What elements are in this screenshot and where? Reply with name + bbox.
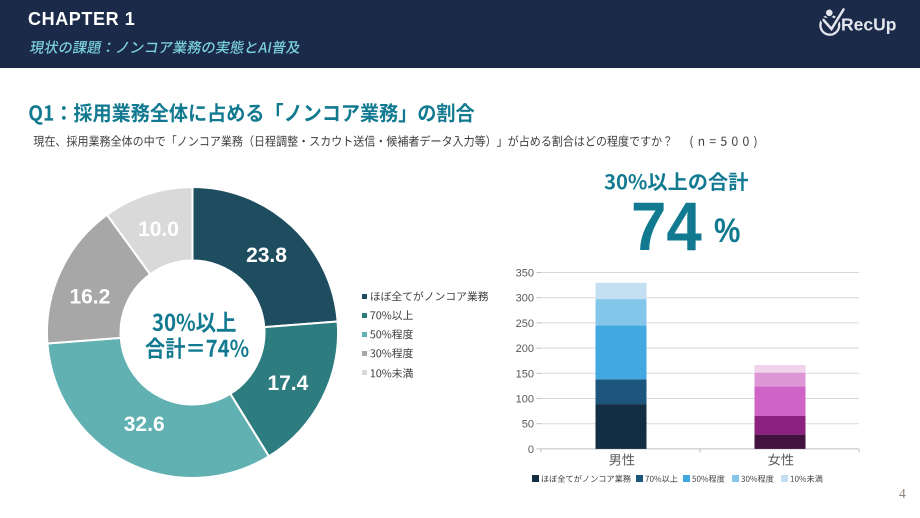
svg-text:150: 150 xyxy=(516,368,534,380)
svg-text:0: 0 xyxy=(528,444,534,456)
svg-text:23.8: 23.8 xyxy=(246,244,287,267)
svg-text:200: 200 xyxy=(516,343,534,355)
svg-text:100: 100 xyxy=(516,394,534,406)
svg-text:RecUp: RecUp xyxy=(841,15,896,35)
svg-text:350: 350 xyxy=(516,268,534,280)
svg-text:50: 50 xyxy=(522,419,534,431)
svg-text:17.4: 17.4 xyxy=(267,372,308,395)
svg-text:10.0: 10.0 xyxy=(138,218,179,241)
svg-text:32.6: 32.6 xyxy=(124,413,165,436)
svg-text:300: 300 xyxy=(516,293,534,305)
svg-text:250: 250 xyxy=(516,318,534,330)
svg-text:16.2: 16.2 xyxy=(69,286,110,309)
